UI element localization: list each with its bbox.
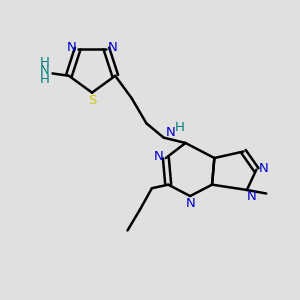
Text: H: H [40,74,50,86]
Text: N: N [108,41,118,55]
Text: N: N [154,150,163,163]
Text: H: H [175,121,184,134]
Text: S: S [88,94,96,107]
Text: N: N [247,190,256,203]
Text: N: N [186,197,196,210]
Text: N: N [66,41,76,55]
Text: N: N [259,162,268,175]
Text: N: N [40,64,50,77]
Text: H: H [40,56,50,69]
Text: N: N [165,126,175,140]
